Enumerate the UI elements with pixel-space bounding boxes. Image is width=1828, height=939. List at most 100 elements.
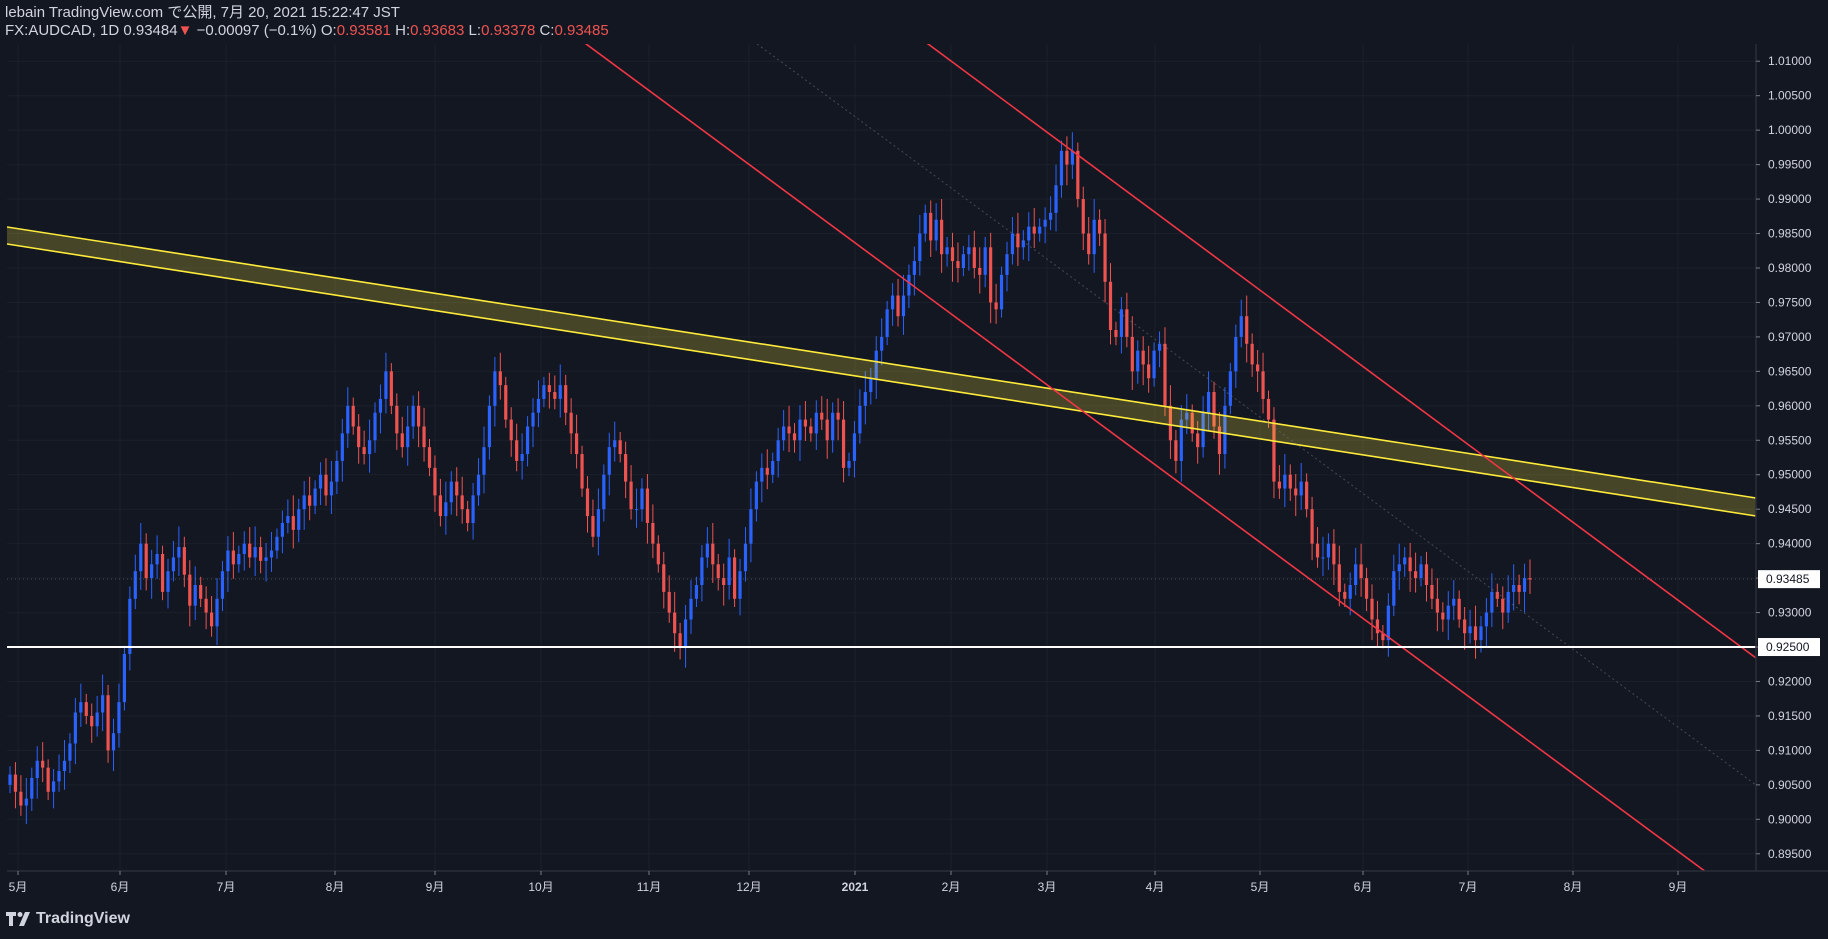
candle-body: [613, 440, 617, 448]
candle-body: [1354, 564, 1358, 585]
candle-body: [1212, 392, 1216, 427]
close-label: C:: [539, 22, 555, 39]
candle-body: [340, 433, 344, 461]
price-tick-label: 1.00500: [1768, 89, 1812, 103]
candle-body: [248, 543, 252, 558]
candle-body: [242, 543, 246, 554]
candle-body: [204, 598, 208, 613]
last-price-badge-label: 0.93485: [1766, 572, 1810, 586]
candle-body: [1326, 543, 1331, 558]
candle-body: [536, 398, 541, 413]
candle-body: [19, 791, 23, 806]
candle-body: [57, 771, 61, 782]
candle-body: [351, 405, 355, 427]
low-label: L:: [468, 22, 482, 39]
candle-body: [1277, 481, 1281, 489]
candle-body: [166, 571, 170, 592]
time-tick-label: 9月: [1669, 880, 1688, 894]
candle-body: [662, 564, 666, 592]
candle-body: [602, 474, 606, 510]
close-value: 0.93485: [554, 22, 609, 39]
price-tick-label: 0.92000: [1768, 674, 1812, 688]
candle-body: [885, 309, 889, 337]
time-tick-label: 10月: [528, 880, 553, 894]
candle-body: [1245, 316, 1249, 344]
candle-body: [890, 295, 895, 310]
candle-body: [901, 295, 906, 317]
price-tick-label: 0.91500: [1768, 709, 1812, 723]
candle-body: [177, 547, 181, 558]
trend-drawings[interactable]: [7, 38, 1756, 872]
price-tick-label: 0.91000: [1768, 743, 1812, 757]
candle-body: [940, 219, 944, 255]
candle-body: [253, 547, 257, 558]
candle-body: [106, 695, 110, 751]
candle-body: [1419, 564, 1423, 579]
candle-body: [1288, 474, 1292, 489]
candle-body: [634, 509, 639, 511]
candle-body: [1468, 626, 1472, 634]
candle-body: [79, 702, 83, 713]
candle-body: [449, 481, 453, 503]
candle-body: [820, 412, 824, 420]
candle-body: [553, 392, 557, 399]
candle-body: [585, 488, 590, 517]
candle-body: [743, 543, 748, 572]
candle-body: [144, 543, 148, 579]
candle-body: [803, 419, 808, 427]
time-tick-label: 6月: [1354, 880, 1373, 894]
candle-body: [722, 578, 726, 585]
candle-body: [8, 774, 12, 785]
candle-body: [907, 274, 911, 296]
candle-body: [193, 584, 197, 606]
price-tick-label: 0.93000: [1768, 606, 1812, 620]
price-tick-label: 0.94500: [1768, 502, 1812, 516]
candle-body: [732, 557, 737, 599]
candle-body: [809, 426, 813, 434]
candle-body: [30, 777, 34, 799]
candle-body: [1005, 254, 1009, 275]
candle-body: [1272, 419, 1276, 482]
candle-body: [378, 398, 383, 413]
candle-body: [618, 440, 622, 455]
candle-body: [1473, 626, 1478, 641]
candle-body: [35, 760, 39, 778]
candle-body: [1457, 598, 1461, 620]
trend-band-lower: [7, 243, 1756, 517]
candle-body: [776, 440, 780, 461]
candle-body: [438, 495, 442, 517]
candle-body: [645, 488, 650, 523]
candle-body: [313, 488, 317, 506]
candle-body: [111, 733, 116, 751]
candle-body: [1239, 316, 1243, 337]
candle-body: [84, 702, 88, 716]
candle-body: [1016, 233, 1020, 248]
candle-body: [1528, 578, 1532, 580]
candle-body: [749, 509, 753, 544]
candle-body: [498, 371, 502, 386]
candle-body: [433, 467, 437, 496]
price-tick-label: 0.98000: [1768, 261, 1812, 275]
candle-body: [1168, 405, 1173, 441]
candle-body: [493, 371, 497, 406]
price-tick-label: 0.99500: [1768, 158, 1812, 172]
candle-body: [122, 653, 127, 703]
candle-body: [209, 612, 214, 627]
candle-body: [62, 760, 67, 772]
channel-lower-line: [584, 44, 1706, 871]
tradingview-footer[interactable]: TradingView: [6, 910, 130, 928]
candle-body: [1250, 343, 1254, 365]
candle-body: [950, 247, 955, 262]
candle-body: [46, 767, 50, 792]
time-axis[interactable]: 5月 6月 7月 8月 9月 10月 11月 12月 2021 2月 3月 4月 5月 6月 7月 8月 9月: [9, 871, 1688, 894]
candle-body: [199, 584, 203, 599]
candle-body: [760, 467, 764, 482]
candle-body: [422, 426, 426, 448]
candle-body: [504, 385, 508, 420]
candle-body: [133, 571, 137, 599]
time-tick-label: 6月: [111, 880, 130, 894]
candle-body: [515, 440, 519, 461]
tradingview-logo-icon: [6, 912, 30, 926]
price-axis[interactable]: 1.01000 1.00500 1.00000 0.99500 0.99000 0.985…: [1756, 54, 1820, 861]
